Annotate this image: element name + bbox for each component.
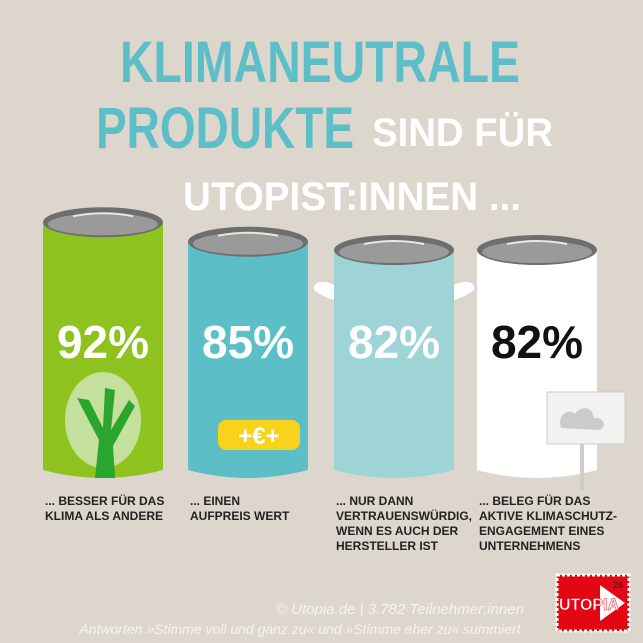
logo-text: UTOPIA — [559, 595, 619, 614]
category-label: KLIMA ALS ANDERE — [45, 509, 163, 523]
value-label: 82% — [348, 316, 440, 368]
leaf-blob — [65, 372, 141, 468]
category-label: VERTRAUENSWÜRDIG, — [336, 508, 472, 523]
plant — [77, 388, 135, 478]
category-label: ... BELEG FÜR DAS — [479, 493, 590, 508]
cylinder-inner — [482, 241, 592, 264]
annotation: +€+ — [238, 423, 279, 450]
logo-number: 24 — [613, 580, 623, 590]
title-line: UTOPIST:INNEN ... — [183, 175, 521, 219]
category-label: ENGAGEMENT EINES — [479, 524, 604, 538]
source: © Utopia.de | 3.782 Teilnehmer:innen — [276, 601, 524, 618]
sign-cloud — [560, 408, 604, 430]
title-line: KLIMANEUTRALE — [120, 30, 520, 95]
value-label: 85% — [202, 316, 294, 368]
category-label: WENN ES AUCH DER — [336, 524, 459, 538]
cylinder-shine — [506, 240, 568, 246]
cylinder-inner — [48, 213, 158, 236]
price-tag — [218, 420, 300, 450]
cylinder — [188, 241, 308, 478]
cylinder-inner — [193, 232, 303, 255]
logo-arrow — [600, 585, 625, 621]
title-line: SIND FÜR — [372, 110, 553, 155]
value-label: 82% — [491, 316, 583, 368]
category-label: ... EINEN — [190, 494, 240, 508]
logo: UTOPIA 24 — [555, 573, 631, 633]
category-label: ... BESSER FÜR DAS — [45, 493, 164, 508]
cylinder — [334, 250, 454, 478]
value-label: 92% — [57, 316, 149, 368]
category-label: UNTERNEHMENS — [479, 539, 580, 553]
wing — [454, 281, 475, 300]
cylinder-shine — [363, 240, 425, 246]
category-label: ... NUR DANN — [336, 494, 413, 508]
note: Antworten »Stimme voll und ganz zu« und … — [78, 621, 521, 637]
category-label: AUFPREIS WERT — [190, 509, 290, 523]
cylinder-shine — [217, 231, 279, 237]
wing — [313, 281, 334, 300]
category-label: HERSTELLER IST — [336, 539, 439, 553]
cylinder-shine — [72, 212, 134, 218]
cylinder-inner — [339, 241, 449, 264]
category-label: AKTIVE KLIMASCHUTZ- — [479, 509, 617, 523]
title-line: PRODUKTE — [96, 96, 354, 161]
